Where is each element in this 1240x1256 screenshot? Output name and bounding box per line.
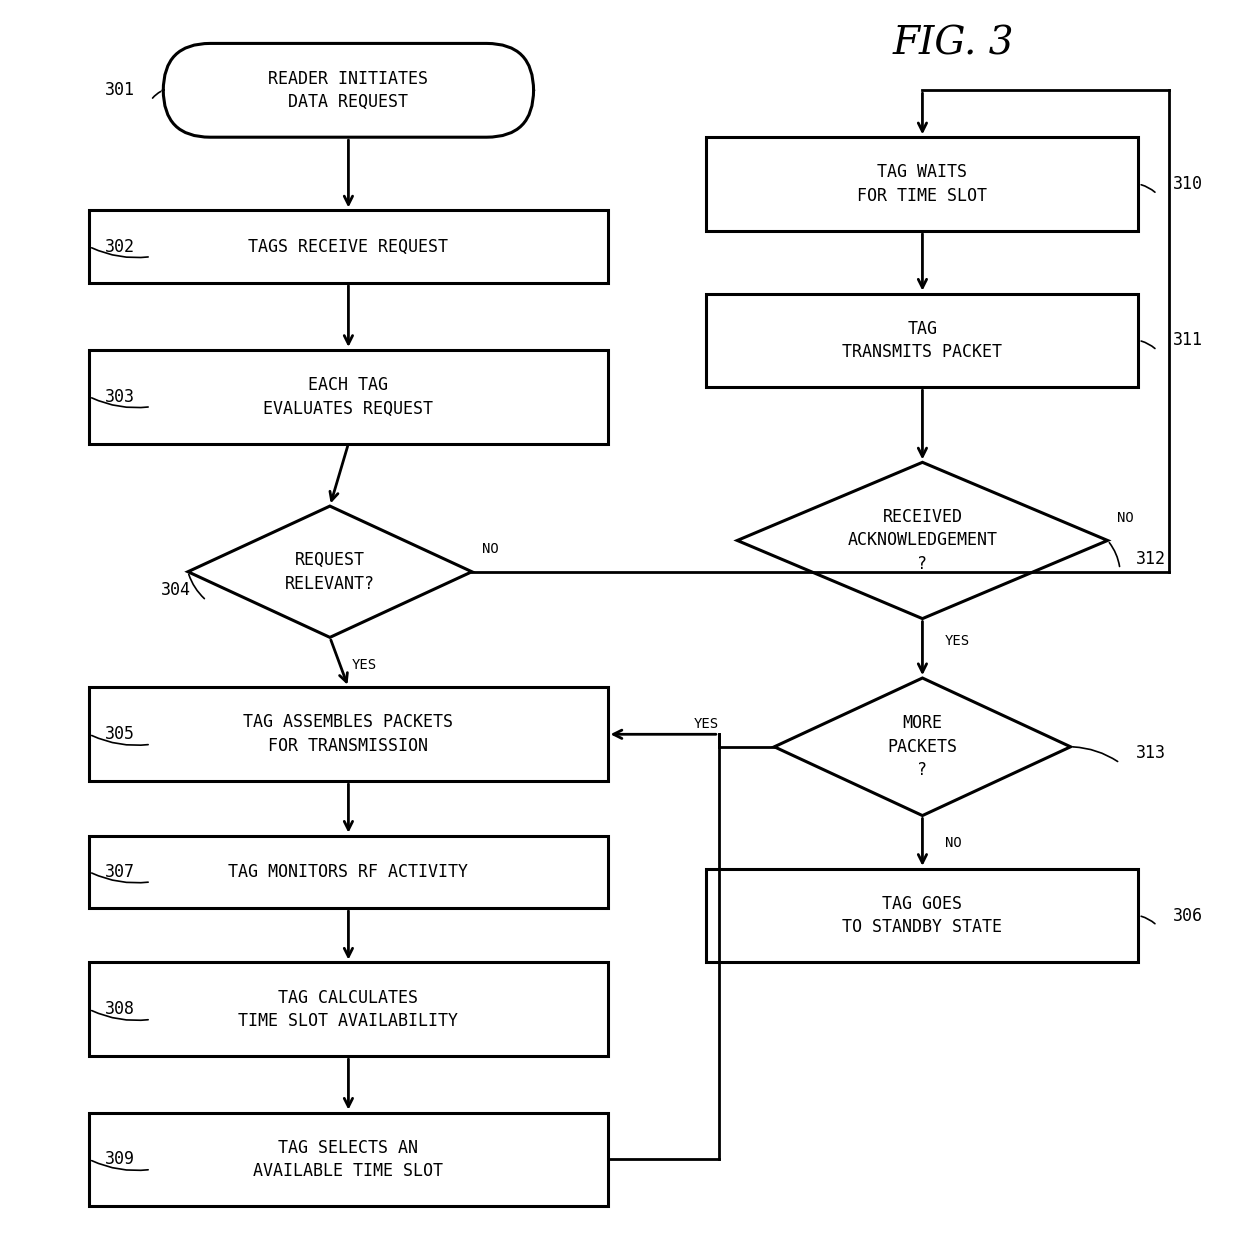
Text: TAG GOES
TO STANDBY STATE: TAG GOES TO STANDBY STATE	[842, 894, 1002, 937]
Bar	[89, 687, 608, 781]
Text: 307: 307	[105, 863, 135, 880]
Text: NO: NO	[482, 543, 498, 556]
Text: TAG ASSEMBLES PACKETS
FOR TRANSMISSION: TAG ASSEMBLES PACKETS FOR TRANSMISSION	[243, 713, 454, 755]
Text: NO: NO	[945, 836, 961, 850]
Text: TAG SELECTS AN
AVAILABLE TIME SLOT: TAG SELECTS AN AVAILABLE TIME SLOT	[253, 1139, 444, 1181]
Text: 311: 311	[1173, 332, 1203, 349]
Bar	[89, 962, 608, 1056]
Text: YES: YES	[352, 658, 377, 672]
Polygon shape	[774, 678, 1070, 815]
Text: 310: 310	[1173, 175, 1203, 193]
Text: TAG CALCULATES
TIME SLOT AVAILABILITY: TAG CALCULATES TIME SLOT AVAILABILITY	[238, 988, 459, 1030]
Bar	[707, 294, 1138, 387]
Bar	[89, 210, 608, 283]
Text: TAG MONITORS RF ACTIVITY: TAG MONITORS RF ACTIVITY	[228, 863, 469, 880]
Text: NO: NO	[1117, 511, 1135, 525]
Text: 308: 308	[105, 1000, 135, 1019]
Text: READER INITIATES
DATA REQUEST: READER INITIATES DATA REQUEST	[268, 69, 429, 111]
Bar	[89, 835, 608, 908]
Bar	[89, 1113, 608, 1206]
Text: YES: YES	[694, 717, 719, 731]
Text: 309: 309	[105, 1150, 135, 1168]
Text: 303: 303	[105, 388, 135, 406]
Text: RECEIVED
ACKNOWLEDGEMENT
?: RECEIVED ACKNOWLEDGEMENT ?	[847, 507, 997, 573]
FancyBboxPatch shape	[164, 44, 533, 137]
Text: REQUEST
RELEVANT?: REQUEST RELEVANT?	[285, 551, 374, 593]
Text: TAGS RECEIVE REQUEST: TAGS RECEIVE REQUEST	[248, 237, 449, 256]
Text: MORE
PACKETS
?: MORE PACKETS ?	[888, 715, 957, 780]
Text: YES: YES	[945, 634, 970, 648]
Text: TAG WAITS
FOR TIME SLOT: TAG WAITS FOR TIME SLOT	[857, 163, 987, 205]
Polygon shape	[738, 462, 1107, 619]
Text: 304: 304	[161, 582, 191, 599]
Text: EACH TAG
EVALUATES REQUEST: EACH TAG EVALUATES REQUEST	[263, 376, 434, 417]
Polygon shape	[188, 506, 472, 637]
Text: 313: 313	[1136, 744, 1166, 762]
Bar	[707, 137, 1138, 231]
Text: 312: 312	[1136, 550, 1166, 568]
Text: 306: 306	[1173, 907, 1203, 924]
Text: TAG
TRANSMITS PACKET: TAG TRANSMITS PACKET	[842, 319, 1002, 362]
Text: 305: 305	[105, 725, 135, 744]
Text: 302: 302	[105, 237, 135, 256]
Bar	[89, 349, 608, 443]
Text: 301: 301	[105, 82, 135, 99]
Text: FIG. 3: FIG. 3	[893, 25, 1014, 63]
Bar	[707, 869, 1138, 962]
